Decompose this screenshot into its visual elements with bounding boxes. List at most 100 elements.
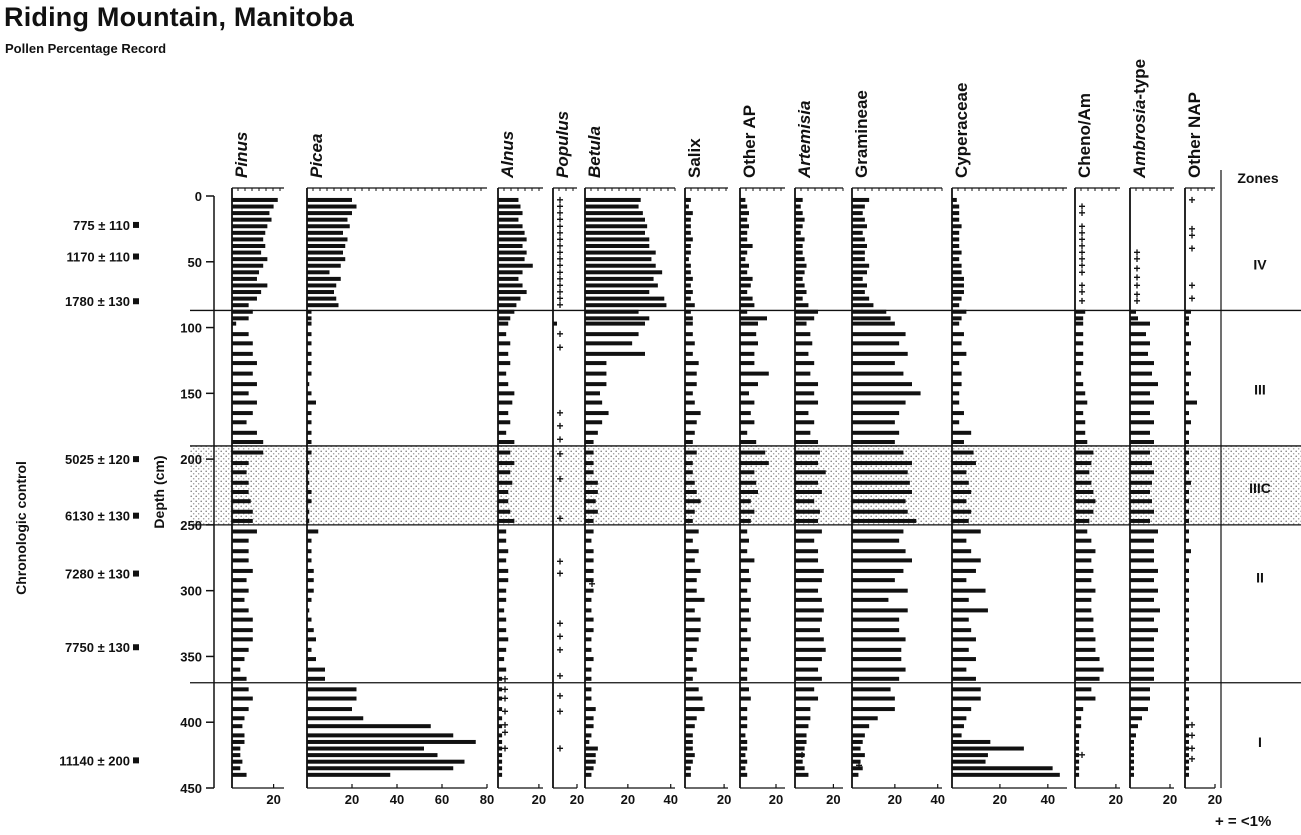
betula-bar xyxy=(585,617,594,622)
cyperaceae-bar xyxy=(952,538,967,543)
other-ap-bar xyxy=(740,707,748,712)
salix-bar xyxy=(685,608,695,613)
picea-bar xyxy=(307,724,431,729)
pinus-bar xyxy=(232,283,268,288)
picea-bar xyxy=(307,470,310,475)
other-nap-bar xyxy=(1185,450,1189,455)
pinus-bar xyxy=(232,230,266,235)
gramineae-bar xyxy=(852,707,895,712)
picea-bar xyxy=(307,657,316,662)
salix-tick-label: 20 xyxy=(717,792,731,807)
ambrosia-type-bar xyxy=(1130,332,1146,337)
other-nap-bar xyxy=(1185,733,1189,738)
other-ap-bar xyxy=(740,617,751,622)
gramineae-bar xyxy=(852,440,895,445)
other-nap-bar xyxy=(1185,766,1189,771)
cyperaceae-bar xyxy=(952,772,1060,777)
salix-bar xyxy=(685,217,691,222)
picea-bar xyxy=(307,290,334,295)
gramineae-bar xyxy=(852,733,865,738)
pinus-bar xyxy=(232,724,243,729)
betula-bar xyxy=(585,657,594,662)
other-nap-bar xyxy=(1185,716,1189,721)
date-marker xyxy=(133,570,139,577)
ambrosia-type-bar xyxy=(1130,461,1152,466)
artemisia-bar xyxy=(795,538,815,543)
cyperaceae-bar xyxy=(952,309,967,314)
ambrosia-type-trace-plus: + xyxy=(1133,278,1140,292)
gramineae-bar xyxy=(852,296,870,301)
depth-tick-label: 400 xyxy=(180,715,202,730)
zone-boundaries xyxy=(190,309,1301,684)
alnus-bar xyxy=(498,270,523,275)
salix-bar xyxy=(685,637,699,642)
alnus-bar xyxy=(498,667,507,672)
pinus-bar xyxy=(232,470,247,475)
other-ap-bar xyxy=(740,724,748,729)
cheno-am-bar xyxy=(1075,657,1100,662)
betula-bar xyxy=(585,276,654,281)
betula-bar xyxy=(585,197,641,202)
ambrosia-type-bar xyxy=(1130,772,1134,777)
pinus-bar xyxy=(232,430,257,435)
cheno-am-trace-plus: + xyxy=(1078,206,1085,220)
artemisia-bar xyxy=(795,461,819,466)
alnus-trace-plus: + xyxy=(501,672,508,686)
picea-bar xyxy=(307,617,312,622)
salix-bar xyxy=(685,420,697,425)
cyperaceae-bar xyxy=(952,676,976,681)
picea-bar xyxy=(307,667,325,672)
other-nap-bar xyxy=(1185,509,1189,514)
artemisia-bar xyxy=(795,568,824,573)
radiocarbon-date: 775 ± 110 xyxy=(73,218,130,233)
other-ap-bar xyxy=(740,250,748,255)
salix-bar xyxy=(685,529,699,534)
betula-bar xyxy=(585,667,592,672)
cyperaceae-header: Cyperaceae xyxy=(952,83,971,178)
alnus-bar xyxy=(498,321,509,326)
other-ap-bar xyxy=(740,499,751,504)
salix-bar xyxy=(685,657,693,662)
picea-bar xyxy=(307,753,438,758)
betula-header: Betula xyxy=(585,126,604,178)
populus-trace-plus: + xyxy=(556,472,563,486)
alnus-bar xyxy=(498,518,515,523)
cyperaceae-bar xyxy=(952,733,962,738)
picea-bar xyxy=(307,309,312,314)
cyperaceae-bar xyxy=(952,420,960,425)
cheno-am-bar xyxy=(1075,411,1084,416)
gramineae-bar xyxy=(852,371,904,376)
other-ap-bar xyxy=(740,529,748,534)
cheno-am-bar xyxy=(1075,382,1084,387)
pinus-bar xyxy=(232,628,253,633)
other-ap-bar xyxy=(740,608,749,613)
cheno-am-bar xyxy=(1075,509,1094,514)
gramineae-bar xyxy=(852,766,863,771)
cheno-am-bar xyxy=(1075,739,1080,744)
salix-bar xyxy=(685,332,693,337)
gramineae-bar xyxy=(852,490,912,494)
other-nap-header: Other NAP xyxy=(1185,92,1204,178)
alnus-bar xyxy=(498,676,503,681)
other-ap-bar xyxy=(740,733,746,738)
pinus-bar xyxy=(232,529,257,534)
date-marker xyxy=(133,644,139,651)
artemisia-bar xyxy=(795,628,820,633)
cheno-am-trace-plus: + xyxy=(1078,239,1085,253)
cyperaceae-bar xyxy=(952,250,962,255)
salix-bar xyxy=(685,309,691,314)
cheno-am-trace-plus: + xyxy=(1078,265,1085,279)
populus-tick-label: 20 xyxy=(570,792,584,807)
pinus-bar xyxy=(232,243,266,248)
picea-bar xyxy=(307,391,312,396)
other-nap-bar xyxy=(1185,529,1189,534)
artemisia-bar xyxy=(795,290,807,295)
salix-bar xyxy=(685,578,697,583)
cheno-am-bar xyxy=(1075,351,1084,356)
cyperaceae-bar xyxy=(952,461,976,466)
gramineae-bar xyxy=(852,204,865,209)
pinus-bar xyxy=(232,588,249,593)
betula-bar xyxy=(585,529,594,534)
other-nap-trace-plus: + xyxy=(1188,292,1195,306)
depth-tick-label: 150 xyxy=(180,386,202,401)
